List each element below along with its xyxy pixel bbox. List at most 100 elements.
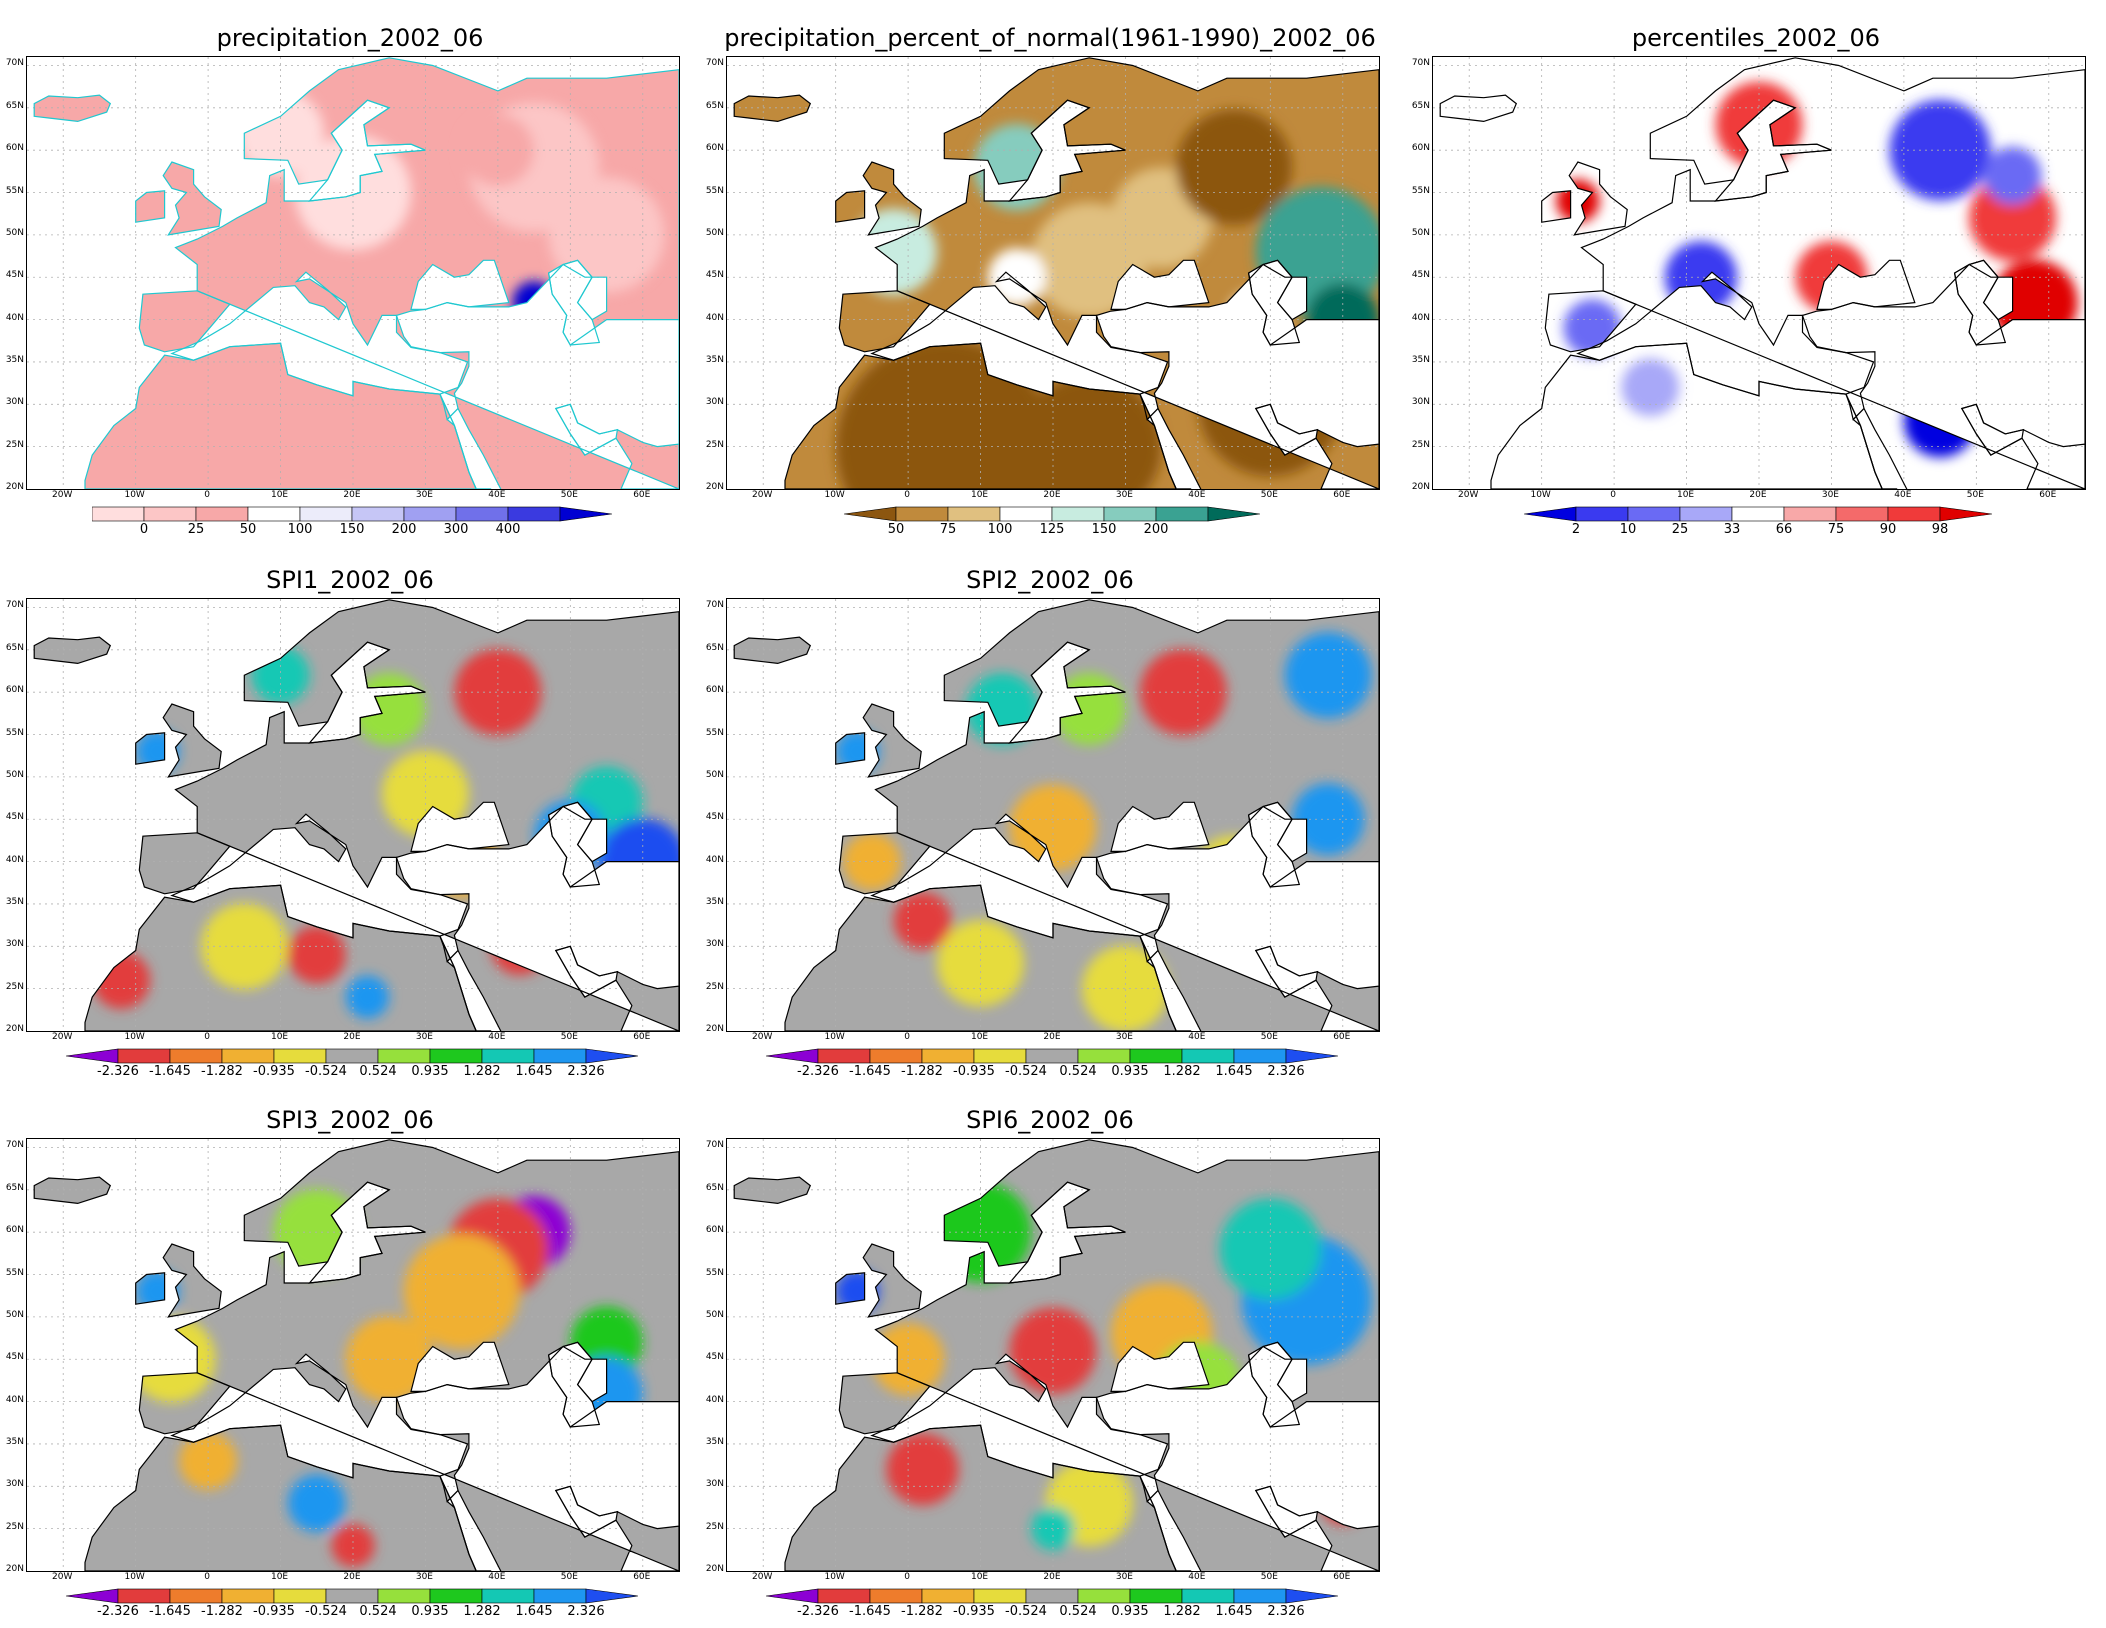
lat-label: 60N bbox=[705, 685, 724, 696]
lon-label: 40E bbox=[488, 1032, 506, 1042]
colorbar-tick-label: -0.524 bbox=[305, 1604, 347, 1619]
colorbar-swatch bbox=[1575, 506, 1629, 522]
colorbar-tick-label: 1.282 bbox=[463, 1064, 501, 1079]
colorbar-tick-label: -0.524 bbox=[1005, 1604, 1047, 1619]
lon-label: 20W bbox=[752, 1032, 773, 1042]
lat-label: 20N bbox=[705, 1024, 724, 1034]
colorbar-swatch bbox=[481, 1048, 535, 1064]
lon-label: 20E bbox=[1749, 490, 1767, 500]
colorbar-swatch bbox=[1887, 506, 1941, 522]
colorbar-tick-label: 1.645 bbox=[515, 1604, 553, 1619]
lat-label: 45N bbox=[5, 812, 24, 823]
lat-label: 60N bbox=[5, 143, 24, 154]
colorbar-swatch bbox=[325, 1048, 379, 1064]
lat-label: 35N bbox=[705, 354, 724, 365]
colorbar: -2.326 -1.645 -1.282 -0.935 -0.524 0.524 0.935… bbox=[65, 1588, 639, 1628]
colorbar-tick-label: -1.282 bbox=[201, 1064, 243, 1079]
colorbar-tick-label: 98 bbox=[1931, 522, 1949, 537]
lon-label: 0 bbox=[204, 490, 210, 500]
colorbar-tick-label: 2.326 bbox=[567, 1604, 605, 1619]
lat-label: 50N bbox=[5, 227, 24, 238]
panel-spi2: SPI2_2002_06 70N 65N 60N 55N 50N 45N 40N 35N 30N… bbox=[700, 566, 1400, 1086]
colorbar-swatch bbox=[1129, 1588, 1183, 1604]
colorbar-tick-label: 200 bbox=[391, 522, 417, 537]
colorbar-tick-label: 2.326 bbox=[567, 1064, 605, 1079]
colorbar-tick-label: -1.645 bbox=[849, 1064, 891, 1079]
lat-label: 30N bbox=[705, 397, 724, 408]
colorbar-swatch bbox=[585, 1048, 639, 1064]
colorbar-swatch bbox=[221, 1588, 275, 1604]
lat-label: 70N bbox=[5, 58, 24, 69]
lat-label: 20N bbox=[5, 1024, 24, 1034]
lat-label: 65N bbox=[1411, 100, 1430, 111]
lon-label: 10W bbox=[824, 490, 845, 500]
lat-label: 20N bbox=[5, 482, 24, 492]
colorbar-swatch bbox=[377, 1588, 431, 1604]
colorbar-tick-label: 33 bbox=[1723, 522, 1741, 537]
lat-label: 45N bbox=[705, 812, 724, 823]
lon-label: 10E bbox=[270, 1572, 289, 1582]
lon-label: 10E bbox=[270, 490, 289, 500]
colorbar-tick-label: -1.282 bbox=[901, 1064, 943, 1079]
colorbar-tick-label: 2 bbox=[1571, 522, 1581, 537]
lon-label: 0 bbox=[904, 1032, 910, 1042]
colorbar-swatch bbox=[973, 1048, 1027, 1064]
colorbar-swatch bbox=[1181, 1588, 1235, 1604]
colorbar-tick-label: 1.282 bbox=[463, 1604, 501, 1619]
lon-label: 50E bbox=[1260, 1572, 1278, 1582]
lon-label: 20E bbox=[1043, 1032, 1061, 1042]
colorbar-swatch bbox=[999, 506, 1053, 522]
colorbar-tick-label: 0.524 bbox=[1059, 1604, 1097, 1619]
lat-label: 55N bbox=[5, 185, 24, 196]
lon-label: 60E bbox=[633, 1032, 651, 1042]
colorbar-tick-label: 0.935 bbox=[411, 1604, 449, 1619]
lat-label: 25N bbox=[5, 981, 24, 992]
panel-spi6: SPI6_2002_06 70N 65N 60N 55N 50N 45N 40N 35N 30N… bbox=[700, 1106, 1400, 1620]
lat-label: 40N bbox=[705, 312, 724, 323]
colorbar-tick-label: -1.282 bbox=[201, 1604, 243, 1619]
lon-label: 10W bbox=[1530, 490, 1551, 500]
lon-label: 20W bbox=[752, 490, 773, 500]
lon-label: 20W bbox=[752, 1572, 773, 1582]
lat-label: 65N bbox=[5, 642, 24, 653]
map-area bbox=[26, 598, 680, 1032]
lat-label: 30N bbox=[705, 1479, 724, 1490]
panel-title: percentiles_2002_06 bbox=[1631, 24, 1881, 52]
lat-label: 50N bbox=[705, 1309, 724, 1320]
colorbar-swatch bbox=[91, 506, 145, 522]
lat-label: 35N bbox=[705, 1436, 724, 1447]
lat-label: 70N bbox=[705, 1140, 724, 1151]
colorbar: -2.326 -1.645 -1.282 -0.935 -0.524 0.524 0.935… bbox=[765, 1588, 1339, 1628]
lat-label: 50N bbox=[705, 769, 724, 780]
colorbar-swatch bbox=[1207, 506, 1261, 522]
panel-title: SPI2_2002_06 bbox=[966, 566, 1134, 594]
colorbar-swatch bbox=[1103, 506, 1157, 522]
lon-label: 60E bbox=[2039, 490, 2057, 500]
colorbar-swatch bbox=[429, 1048, 483, 1064]
lon-label: 0 bbox=[904, 1572, 910, 1582]
lat-label: 60N bbox=[5, 1225, 24, 1236]
lat-label: 35N bbox=[5, 896, 24, 907]
lat-label: 50N bbox=[1411, 227, 1430, 238]
colorbar-swatch bbox=[273, 1588, 327, 1604]
lon-label: 50E bbox=[560, 490, 578, 500]
colorbar-swatch bbox=[273, 1048, 327, 1064]
colorbar-swatch bbox=[817, 1588, 871, 1604]
lon-label: 10E bbox=[970, 1032, 989, 1042]
lat-label: 45N bbox=[705, 270, 724, 281]
lat-label: 60N bbox=[1411, 143, 1430, 154]
lon-label: 30E bbox=[1115, 1572, 1133, 1582]
lon-label: 0 bbox=[1610, 490, 1616, 500]
colorbar-tick-label: 90 bbox=[1879, 522, 1897, 537]
lon-label: 0 bbox=[204, 1572, 210, 1582]
colorbar-swatch bbox=[869, 1588, 923, 1604]
panel-precipitation: precipitation_2002_06 70N 65N 60N 55N 50N 45N… bbox=[0, 24, 700, 544]
lat-label: 65N bbox=[705, 642, 724, 653]
lat-label: 40N bbox=[705, 854, 724, 865]
map-area bbox=[26, 56, 680, 490]
lon-label: 20W bbox=[52, 1032, 73, 1042]
colorbar-swatch bbox=[921, 1048, 975, 1064]
lon-label: 60E bbox=[1333, 490, 1351, 500]
lon-label: 50E bbox=[1260, 1032, 1278, 1042]
colorbar-swatch bbox=[1939, 506, 1993, 522]
